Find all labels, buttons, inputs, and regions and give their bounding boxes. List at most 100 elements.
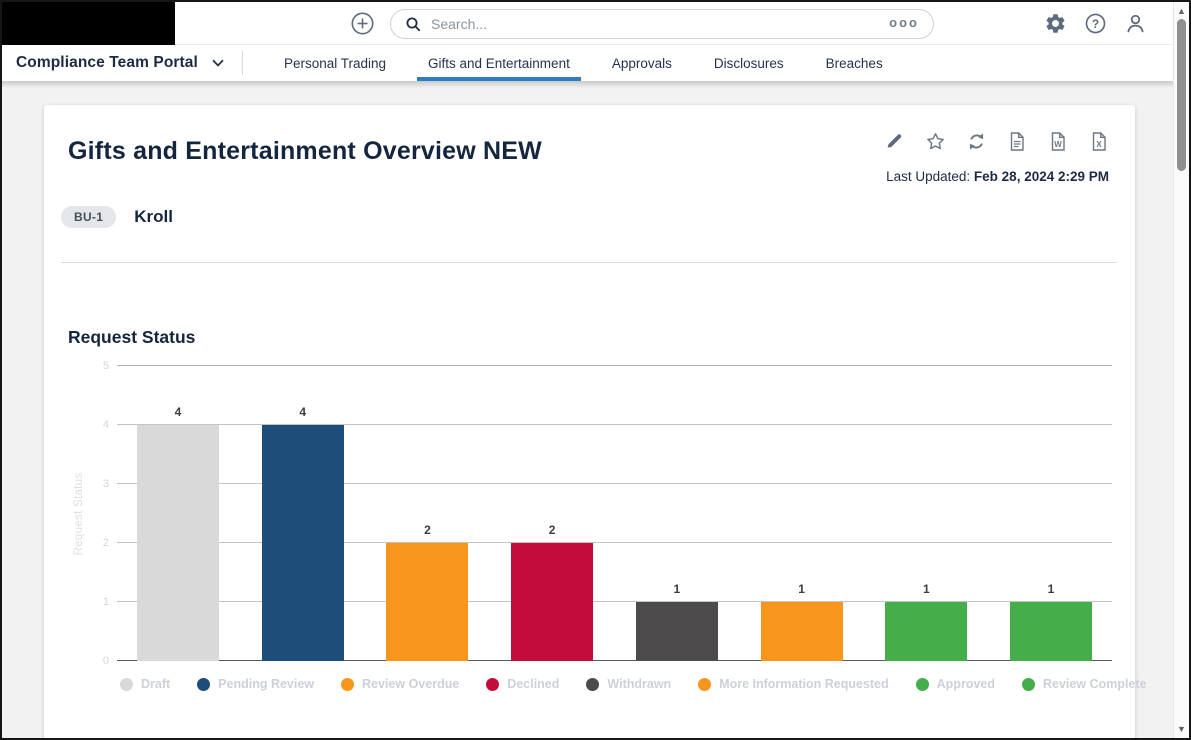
report-card: Gifts and Entertainment Overview NEW (44, 105, 1135, 740)
y-tick-4: 4 (87, 419, 109, 431)
portal-selector[interactable]: Compliance Team Portal (2, 54, 242, 72)
export-pdf-icon[interactable] (1007, 131, 1027, 151)
legend-dot-review-complete (1022, 678, 1035, 691)
legend-item-more-information-requested[interactable]: More Information Requested (698, 677, 888, 691)
search-input[interactable] (431, 16, 889, 32)
bar-pending-review[interactable] (262, 425, 344, 661)
section-divider (61, 262, 1117, 263)
tab-disclosures[interactable]: Disclosures (693, 45, 805, 81)
bar-value-approved: 1 (885, 582, 967, 596)
y-tick-0: 0 (87, 655, 109, 667)
gear-icon (1044, 12, 1067, 35)
scrollbar-thumb[interactable] (1177, 19, 1186, 171)
legend-dot-approved (916, 678, 929, 691)
portal-name: Compliance Team Portal (16, 54, 198, 72)
legend-label-pending-review: Pending Review (218, 677, 314, 691)
bar-value-pending-review: 4 (262, 405, 344, 419)
tab-gifts-and-entertainment[interactable]: Gifts and Entertainment (407, 45, 591, 81)
nav-bar: Compliance Team Portal Personal TradingG… (2, 45, 1189, 81)
nav-separator (242, 51, 243, 75)
search-overflow-icon[interactable]: ooo (889, 16, 919, 32)
question-circle-icon: ? (1084, 12, 1107, 35)
account-button[interactable] (1123, 11, 1147, 35)
y-tick-3: 3 (87, 478, 109, 490)
add-button[interactable] (350, 11, 375, 36)
page-content: Gifts and Entertainment Overview NEW (2, 81, 1189, 740)
legend-item-pending-review[interactable]: Pending Review (197, 677, 314, 691)
person-icon (1124, 12, 1147, 35)
last-updated-label: Last Updated: (886, 169, 970, 184)
tab-personal-trading[interactable]: Personal Trading (263, 45, 407, 81)
settings-button[interactable] (1043, 11, 1067, 35)
legend-item-review-overdue[interactable]: Review Overdue (341, 677, 459, 691)
legend-item-approved[interactable]: Approved (916, 677, 995, 691)
legend-dot-pending-review (197, 678, 210, 691)
legend-label-review-complete: Review Complete (1043, 677, 1147, 691)
top-bar: ooo ? (2, 2, 1189, 45)
y-tick-5: 5 (87, 360, 109, 372)
legend-item-declined[interactable]: Declined (486, 677, 559, 691)
y-tick-2: 2 (87, 537, 109, 549)
bar-value-review-complete: 1 (1010, 582, 1092, 596)
tab-breaches[interactable]: Breaches (805, 45, 904, 81)
grid-line-5 (117, 365, 1112, 366)
bar-value-draft: 4 (137, 405, 219, 419)
legend-dot-declined (486, 678, 499, 691)
export-word-icon[interactable]: W (1048, 131, 1068, 151)
y-axis-label: Request Status (73, 472, 85, 555)
bar-approved[interactable] (885, 602, 967, 661)
bar-value-review-overdue: 2 (386, 523, 468, 537)
y-tick-1: 1 (87, 596, 109, 608)
favorite-star-icon[interactable] (925, 131, 945, 151)
help-button[interactable]: ? (1083, 11, 1107, 35)
export-excel-icon[interactable]: X (1089, 131, 1109, 151)
legend-dot-review-overdue (341, 678, 354, 691)
vertical-scrollbar[interactable]: ▲ ▼ (1173, 2, 1189, 738)
edit-pencil-icon[interactable] (884, 131, 904, 151)
scroll-down-icon[interactable]: ▼ (1174, 722, 1189, 736)
legend-label-draft: Draft (141, 677, 170, 691)
bar-declined[interactable] (511, 543, 593, 661)
svg-text:W: W (1054, 140, 1062, 149)
entity-row: BU-1 Kroll (61, 206, 173, 228)
entity-name: Kroll (134, 207, 173, 227)
plus-circle-icon (350, 11, 375, 36)
legend-label-withdrawn: Withdrawn (607, 677, 671, 691)
legend-label-approved: Approved (937, 677, 995, 691)
page-title: Gifts and Entertainment Overview NEW (68, 137, 542, 166)
chevron-down-icon (212, 59, 224, 67)
legend-dot-draft (120, 678, 133, 691)
legend-item-review-complete[interactable]: Review Complete (1022, 677, 1147, 691)
legend-item-draft[interactable]: Draft (120, 677, 170, 691)
bar-withdrawn[interactable] (636, 602, 718, 661)
bar-draft[interactable] (137, 425, 219, 661)
bar-review-overdue[interactable] (386, 543, 468, 661)
bar-value-more-information-requested: 1 (761, 582, 843, 596)
legend-label-more-information-requested: More Information Requested (719, 677, 888, 691)
search-bar[interactable]: ooo (390, 9, 934, 39)
plot-area: Request Status 01234544221111 (117, 366, 1112, 661)
last-updated-value: Feb 28, 2024 2:29 PM (974, 169, 1109, 184)
bar-value-withdrawn: 1 (636, 582, 718, 596)
bar-more-information-requested[interactable] (761, 602, 843, 661)
last-updated: Last Updated: Feb 28, 2024 2:29 PM (886, 169, 1109, 184)
legend-item-withdrawn[interactable]: Withdrawn (586, 677, 671, 691)
svg-text:X: X (1096, 140, 1102, 149)
scroll-up-icon[interactable]: ▲ (1174, 4, 1189, 18)
logo-area[interactable] (2, 2, 175, 45)
top-right-icons: ? (1043, 11, 1147, 35)
legend-label-review-overdue: Review Overdue (362, 677, 459, 691)
business-unit-badge: BU-1 (61, 206, 116, 228)
search-icon (405, 16, 422, 33)
refresh-icon[interactable] (966, 131, 986, 151)
svg-text:?: ? (1091, 16, 1098, 30)
tab-list: Personal TradingGifts and EntertainmentA… (263, 45, 904, 81)
legend-dot-more-information-requested (698, 678, 711, 691)
chart-legend: Draft Pending Review Review Overdue Decline… (120, 677, 1147, 691)
bar-review-complete[interactable] (1010, 602, 1092, 661)
report-toolbar: W X (884, 131, 1109, 151)
bar-value-declined: 2 (511, 523, 593, 537)
tab-approvals[interactable]: Approvals (591, 45, 693, 81)
legend-label-declined: Declined (507, 677, 559, 691)
chart-title: Request Status (68, 327, 195, 348)
